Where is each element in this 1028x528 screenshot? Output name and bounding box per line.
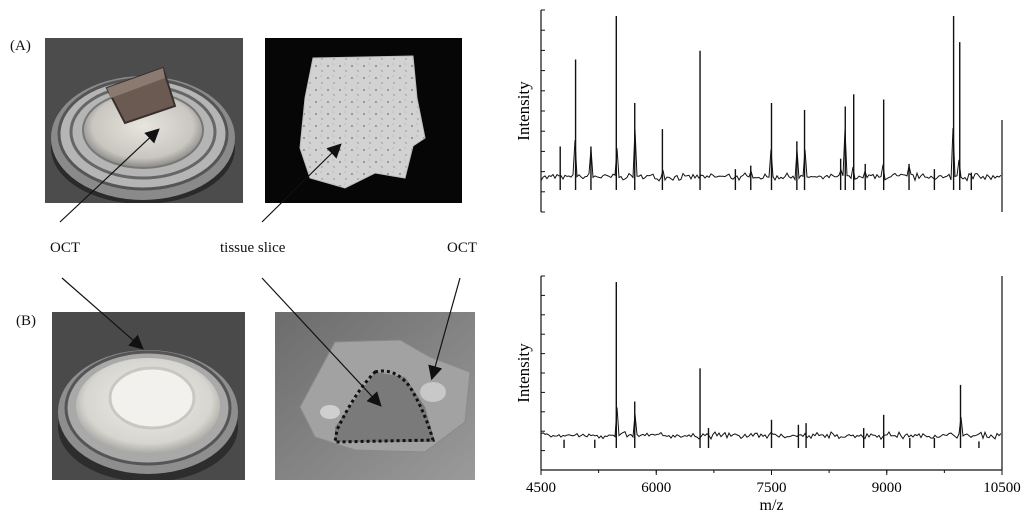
panel-a-label: (A): [10, 38, 31, 54]
x-tick-label-3: 9000: [872, 480, 902, 496]
photo-b-target-oct: [52, 312, 245, 480]
y-axis-label: Intensity: [514, 343, 533, 403]
label-oct-left: OCT: [50, 240, 80, 256]
label-tissue-slice: tissue slice: [220, 240, 286, 256]
x-axis-label: m/z: [760, 497, 784, 514]
panel-b-label: (B): [16, 313, 36, 329]
x-tick-label-2: 7500: [757, 480, 787, 496]
y-axis-label: Intensity: [514, 81, 533, 141]
x-tick-label-0: 4500: [526, 480, 556, 496]
target-plate-b: [52, 312, 245, 480]
x-tick-label-4: 10500: [983, 480, 1021, 496]
x-tick-label-1: 6000: [641, 480, 671, 496]
label-oct-right: OCT: [447, 240, 477, 256]
